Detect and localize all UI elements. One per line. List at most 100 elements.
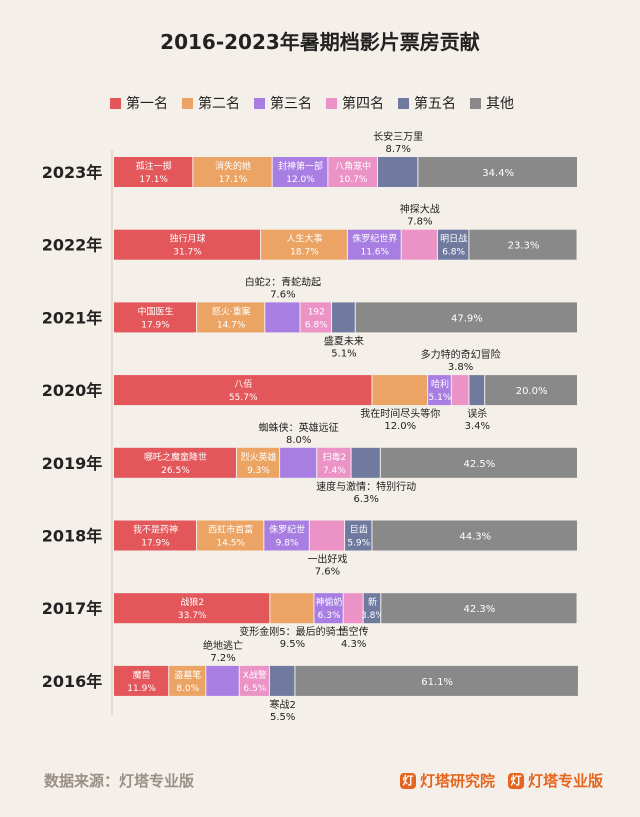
data-label: 14.7% [217,320,246,330]
movie-name-label: 多力特的奇幻冒险 [421,348,501,361]
movie-name-label: 战狼2 [180,596,204,608]
bar-segment [114,520,197,551]
movie-name-label: 哪吒之魔童降世 [144,451,207,463]
data-label: 12.0% [286,175,315,185]
bar-segment [269,665,295,696]
lighthouse-logo-icon: 灯 [400,772,416,789]
movie-name-label: 蜘蛛侠：英雄远征 [259,421,339,434]
movie-name-label: 哈利 [431,378,449,390]
movie-name-label: 误杀 [467,407,487,420]
brand-research-institute: 灯灯塔研究院 [400,770,495,791]
data-label: 9.3% [247,466,270,476]
data-label: 42.5% [464,459,496,470]
bar-segment [295,665,578,696]
legend-label: 第五名 [414,96,456,112]
movie-name-label: 烈火英雄 [241,451,277,463]
brand-professional: 灯灯塔专业版 [508,770,603,791]
bar-segment [272,157,328,187]
data-label: 8.7% [385,144,410,155]
data-label: 8.0% [176,684,199,694]
bar-segment [114,447,236,478]
bar-segment [114,665,169,696]
legend-label: 第四名 [342,96,384,112]
bar-segment [169,665,206,696]
movie-name-label: 魔兽 [133,669,151,681]
data-label: 55.7% [229,393,258,403]
movie-name-label: 寒战2 [269,698,295,711]
bar-segment [380,447,577,478]
movie-name-label: 孤注一掷 [136,160,172,172]
movie-name-label: 独行月球 [170,233,206,245]
year-tick-label: 2016年 [42,672,103,691]
bar-segment [114,593,270,624]
legend: 第一名 第二名 第三名 第四名 第五名 其他 [110,93,590,113]
bar-segment [264,520,309,551]
data-label: 10.7% [339,175,368,185]
movie-name-label: 神探大战 [400,203,440,216]
data-label: 6.8% [442,248,465,258]
data-label: 6.5% [243,684,266,694]
data-label: 61.1% [421,677,453,688]
bar-segment [343,593,363,624]
data-label: 3.4% [465,421,490,432]
data-label: 7.6% [315,567,340,578]
data-label: 33.7% [178,611,207,621]
data-source-note: 数据来源：灯塔专业版 [44,772,195,790]
movie-name-label: 八角笼中 [335,160,371,172]
legend-swatch [398,97,409,109]
legend-label: 其他 [486,96,514,112]
bar-segment [197,520,264,551]
data-label: 7.2% [210,653,235,664]
movie-name-label: 192 [308,307,325,317]
bar-segment [328,157,378,187]
movie-name-label: 人生大事 [286,233,322,245]
bar-segment [280,447,317,478]
bar-segment [114,229,261,260]
legend-item-other: 其他 [470,93,514,113]
legend-label: 第三名 [270,96,312,112]
bar-segment [114,157,193,187]
movie-name-label: 盛夏未来 [324,334,364,347]
bar-segment [378,157,418,187]
bar-segment [197,302,265,333]
data-label: 26.5% [161,466,190,476]
movie-name-label: 八佰 [234,378,252,390]
movie-name-label: 一出好戏 [307,553,347,566]
bar-segment [437,229,469,260]
data-label: 9.5% [280,639,305,650]
movie-name-label: 侏罗纪世界 [352,233,397,245]
data-label: 5.1% [429,393,452,403]
year-tick-label: 2022年 [42,236,103,255]
bar-segment [314,593,343,624]
data-label: 11.9% [127,684,156,694]
data-label: 17.1% [219,175,248,185]
bar-segment [451,375,469,406]
data-label: 6.3% [318,611,341,621]
bar-segment [309,520,345,551]
bar-segment [114,302,197,333]
legend-swatch [110,97,121,109]
movie-name-label: 白蛇2：青蛇劫起 [245,275,321,288]
movie-name-label: 侏罗纪世 [269,524,305,536]
legend-swatch [326,97,337,109]
legend-item-first: 第一名 [110,93,168,113]
legend-item-third: 第三名 [254,93,312,113]
data-label: 44.3% [459,532,491,543]
movie-name-label: 绝地逃亡 [203,639,243,652]
brand-label: 灯塔研究院 [420,772,496,790]
brand-label: 灯塔专业版 [528,772,604,790]
data-label: 17.9% [141,320,170,330]
movie-name-label: 长安三万里 [373,130,423,143]
bar-segment [345,520,372,551]
data-label: 7.6% [270,289,295,300]
lighthouse-logo-icon: 灯 [508,772,524,789]
bar-segment [317,447,351,478]
data-label: 18.7% [290,248,319,258]
movie-name-label: 明日战 [440,234,467,245]
bar-segment [114,375,372,406]
bar-segment [332,302,355,333]
bar-segment [355,302,577,333]
data-label: 34.4% [482,168,514,179]
legend-item-fourth: 第四名 [326,93,384,113]
year-tick-label: 2021年 [42,308,103,327]
